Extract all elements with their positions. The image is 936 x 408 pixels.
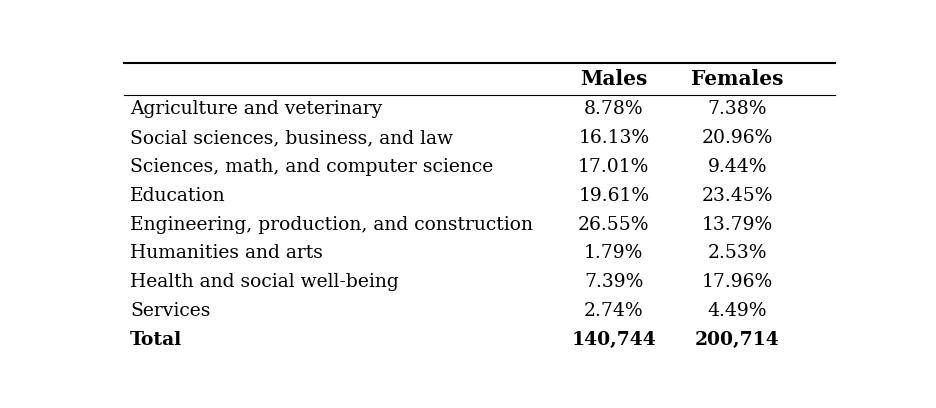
Text: 7.38%: 7.38% [708, 100, 767, 118]
Text: Social sciences, business, and law: Social sciences, business, and law [130, 129, 453, 147]
Text: 13.79%: 13.79% [702, 215, 773, 233]
Text: 20.96%: 20.96% [701, 129, 773, 147]
Text: 140,744: 140,744 [572, 331, 656, 349]
Text: Education: Education [130, 187, 226, 205]
Text: 17.96%: 17.96% [702, 273, 773, 291]
Text: Humanities and arts: Humanities and arts [130, 244, 323, 262]
Text: Total: Total [130, 331, 183, 349]
Text: 7.39%: 7.39% [584, 273, 644, 291]
Text: Services: Services [130, 302, 211, 320]
Text: Sciences, math, and computer science: Sciences, math, and computer science [130, 158, 493, 176]
Text: 19.61%: 19.61% [578, 187, 650, 205]
Text: 23.45%: 23.45% [701, 187, 773, 205]
Text: 2.53%: 2.53% [708, 244, 767, 262]
Text: 4.49%: 4.49% [708, 302, 767, 320]
Text: Agriculture and veterinary: Agriculture and veterinary [130, 100, 382, 118]
Text: Females: Females [691, 69, 783, 89]
Text: Males: Males [580, 69, 648, 89]
Text: 200,714: 200,714 [695, 331, 780, 349]
Text: 17.01%: 17.01% [578, 158, 650, 176]
Text: Health and social well-being: Health and social well-being [130, 273, 399, 291]
Text: 16.13%: 16.13% [578, 129, 650, 147]
Text: 9.44%: 9.44% [708, 158, 767, 176]
Text: 1.79%: 1.79% [584, 244, 644, 262]
Text: 2.74%: 2.74% [584, 302, 644, 320]
Text: Engineering, production, and construction: Engineering, production, and constructio… [130, 215, 534, 233]
Text: 26.55%: 26.55% [578, 215, 650, 233]
Text: 8.78%: 8.78% [584, 100, 644, 118]
